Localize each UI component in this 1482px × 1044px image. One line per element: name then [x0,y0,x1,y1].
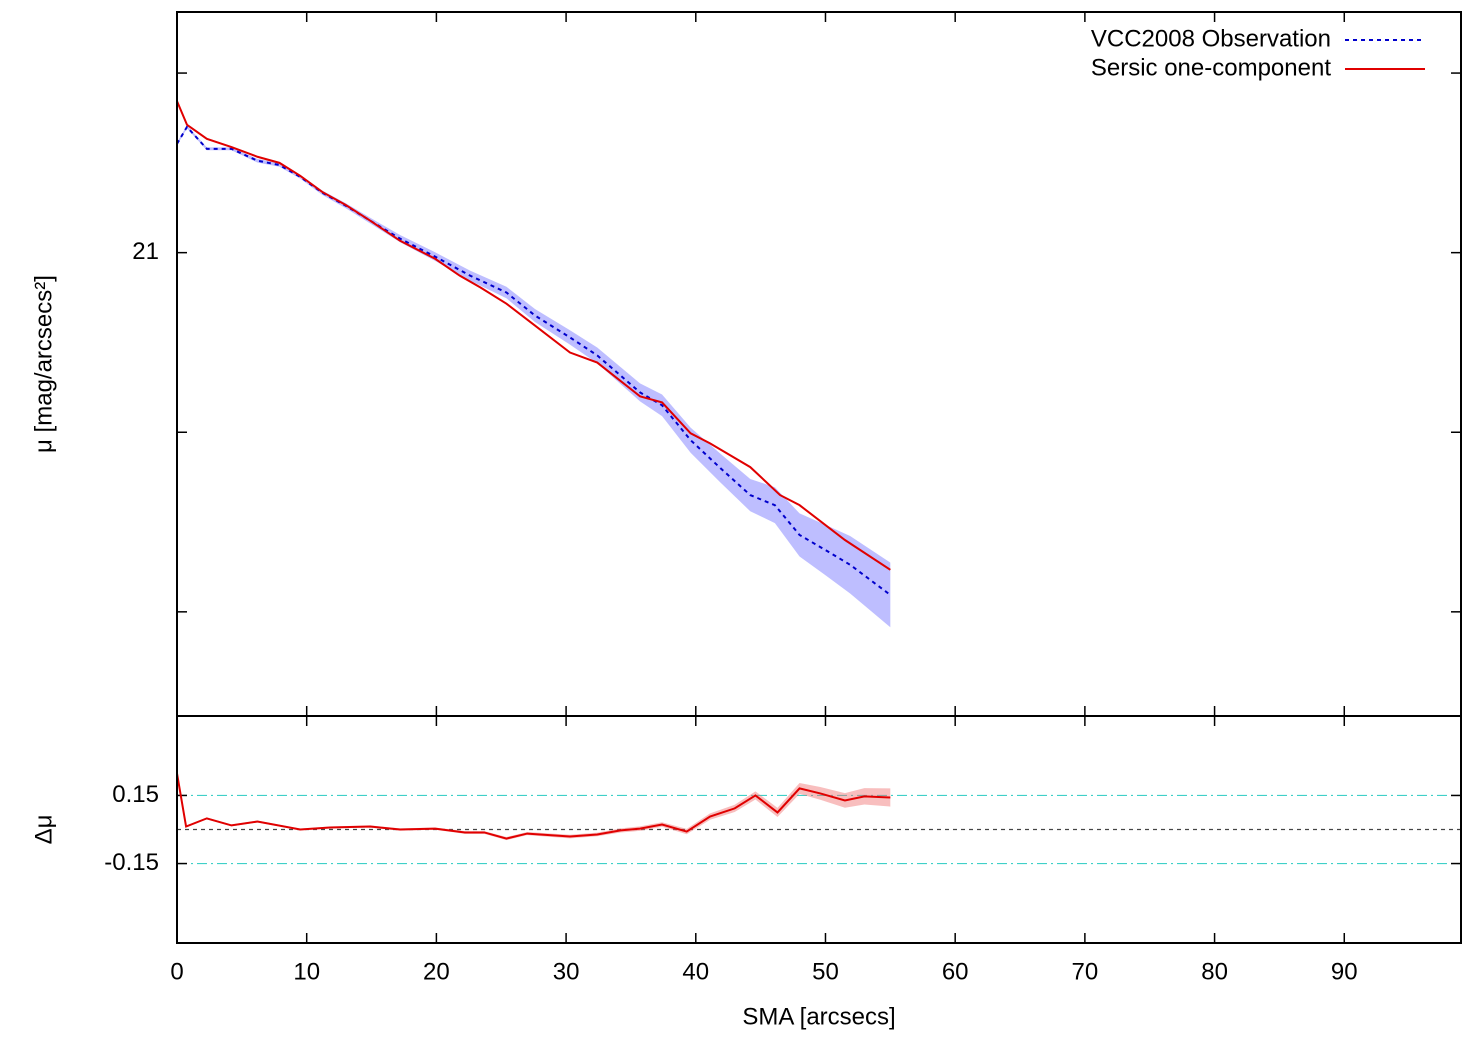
x-tick-label: 20 [423,958,450,985]
series-line [176,125,891,596]
error-band [177,125,891,628]
x-tick-label: 50 [812,958,839,985]
y-tick-label: 0.15 [112,781,159,808]
legend-label: Sersic one-component [1091,54,1331,81]
x-tick-label: 30 [553,958,580,985]
series-line [176,100,891,571]
plot-frame [176,11,1462,717]
x-tick-label: 40 [682,958,709,985]
x-axis-label: SMA [arcsecs] [742,1003,895,1030]
x-tick-label: 80 [1201,958,1228,985]
x-tick-label: 70 [1072,958,1099,985]
y-tick-label: -0.15 [104,849,159,876]
legend-label: VCC2008 Observation [1091,25,1331,52]
plot-frame [176,715,1462,944]
y-axis-label: μ [mag/arcsecs²] [30,275,57,453]
x-tick-label: 60 [942,958,969,985]
x-tick-label: 10 [293,958,320,985]
series-line [176,773,891,840]
y-axis-label: Δμ [30,815,57,845]
x-tick-label: 0 [170,958,183,985]
y-tick-label: 21 [132,238,159,265]
x-tick-label: 90 [1331,958,1358,985]
